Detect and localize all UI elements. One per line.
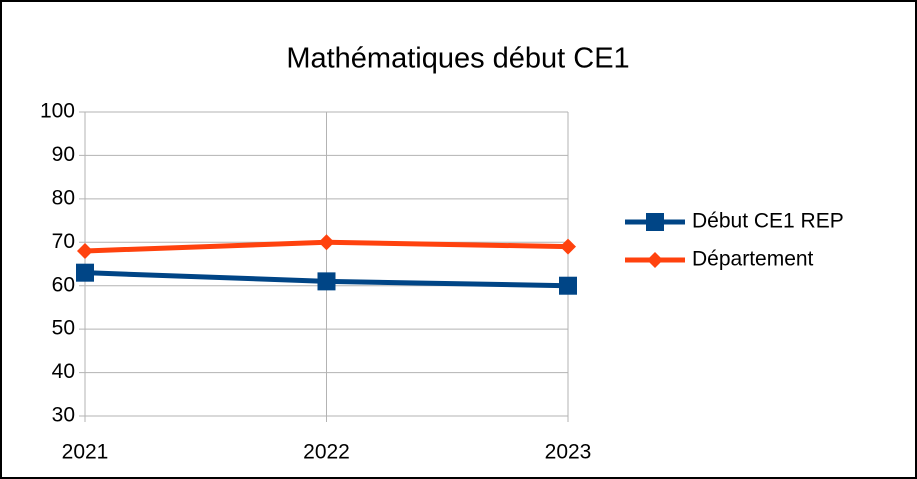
legend-label: Département xyxy=(692,248,814,271)
y-tick-label: 80 xyxy=(52,186,75,209)
x-tick-label: 2021 xyxy=(62,441,109,464)
y-tick-label: 30 xyxy=(52,404,75,427)
y-tick-label: 100 xyxy=(40,100,75,123)
legend-label: Début CE1 REP xyxy=(692,210,844,233)
legend-marker xyxy=(646,213,664,231)
chart-title: Mathématiques début CE1 xyxy=(286,43,629,75)
x-tick-label: 2022 xyxy=(303,441,350,464)
y-tick-label: 60 xyxy=(52,273,75,296)
point-marker xyxy=(318,234,335,251)
y-tick-label: 50 xyxy=(52,317,75,340)
y-tick-label: 90 xyxy=(52,143,75,166)
y-tick-label: 70 xyxy=(52,230,75,253)
point-marker xyxy=(559,276,577,295)
x-tick-label: 2023 xyxy=(545,441,592,464)
point-marker xyxy=(317,272,336,291)
point-marker xyxy=(77,242,93,259)
y-tick-label: 40 xyxy=(52,360,75,383)
legend-marker xyxy=(647,252,663,268)
point-marker xyxy=(76,263,94,282)
point-marker xyxy=(560,238,576,255)
